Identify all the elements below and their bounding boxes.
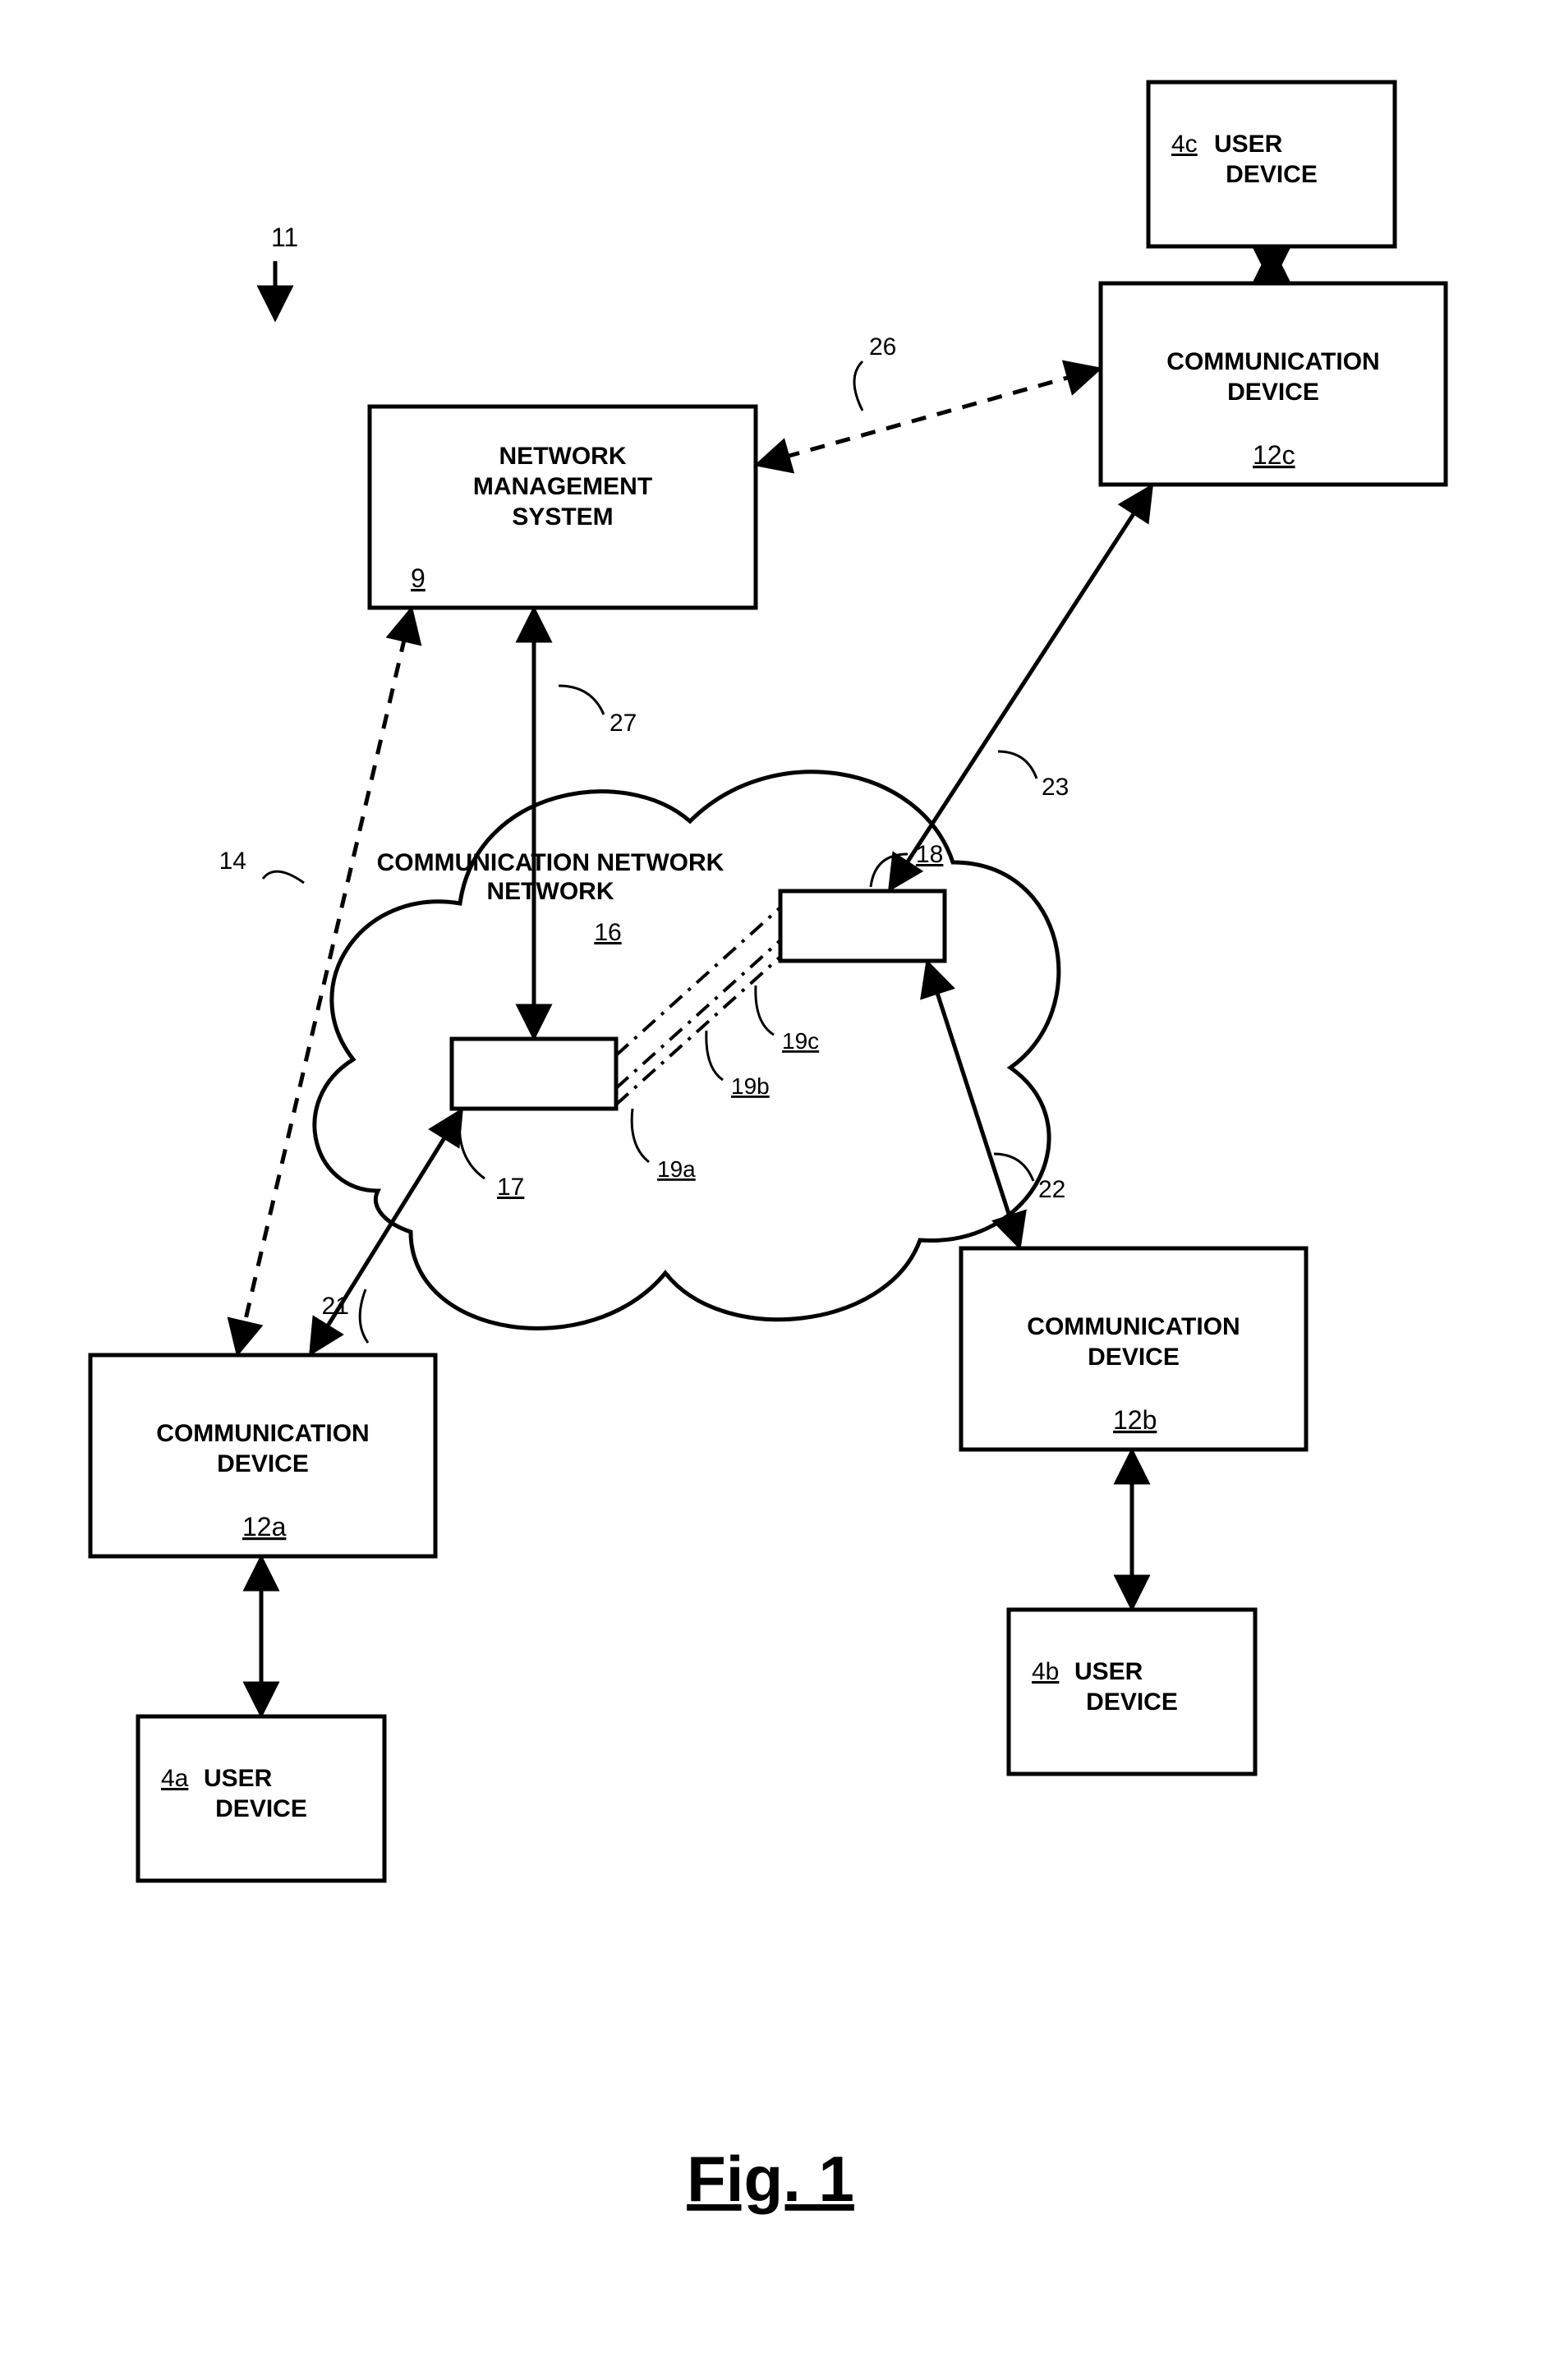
svg-text:USER: USER xyxy=(1214,131,1283,158)
nms-label-3: SYSTEM xyxy=(512,503,613,531)
communication-device-c: COMMUNICATION DEVICE 12c xyxy=(1101,283,1446,485)
svg-text:DEVICE: DEVICE xyxy=(1226,161,1318,188)
cloud-ref: 16 xyxy=(594,919,621,946)
leader-14 xyxy=(263,871,304,883)
leader-21 xyxy=(360,1289,368,1343)
switch-18 xyxy=(780,891,945,961)
cloud-label-2: NETWORK xyxy=(487,878,614,905)
svg-text:COMMUNICATION: COMMUNICATION xyxy=(156,1420,369,1447)
user-device-c: USER DEVICE 4c xyxy=(1148,82,1395,246)
communication-device-a: COMMUNICATION DEVICE 12a xyxy=(90,1355,435,1556)
svg-text:COMMUNICATION: COMMUNICATION xyxy=(1166,348,1379,375)
svg-text:DEVICE: DEVICE xyxy=(1086,1689,1178,1716)
edge-26 xyxy=(760,370,1097,464)
system-ref: 11 xyxy=(271,223,298,252)
nms-label-2: MANAGEMENT xyxy=(473,473,652,500)
cd-c-ref: 12c xyxy=(1253,440,1295,470)
ud-b-ref: 4b xyxy=(1032,1658,1059,1685)
ref-23: 23 xyxy=(1042,774,1069,801)
leader-27 xyxy=(559,686,604,714)
ref-19b: 19b xyxy=(731,1073,770,1099)
svg-text:DEVICE: DEVICE xyxy=(1088,1344,1180,1371)
network-management-system: NETWORK MANAGEMENT SYSTEM 9 xyxy=(370,407,756,608)
figure-caption: Fig. 1 xyxy=(687,2143,854,2215)
nms-ref: 9 xyxy=(411,563,426,593)
edge-14 xyxy=(238,612,411,1351)
user-device-b: USER DEVICE 4b xyxy=(1009,1610,1255,1774)
leader-23 xyxy=(998,751,1037,779)
cd-a-ref: 12a xyxy=(242,1512,287,1541)
ref-14: 14 xyxy=(219,848,246,875)
svg-text:DEVICE: DEVICE xyxy=(1227,379,1319,406)
svg-text:COMMUNICATION: COMMUNICATION xyxy=(1027,1313,1240,1340)
leader-17 xyxy=(459,1117,485,1179)
nms-label-1: NETWORK xyxy=(499,443,627,470)
user-device-a: USER DEVICE 4a xyxy=(138,1716,384,1881)
ref-19a: 19a xyxy=(657,1156,696,1182)
link-19b xyxy=(616,907,780,1055)
ref-26: 26 xyxy=(869,333,896,361)
leader-19b xyxy=(706,1031,723,1080)
ref-17: 17 xyxy=(497,1174,524,1201)
svg-text:DEVICE: DEVICE xyxy=(217,1450,309,1477)
edge-23 xyxy=(891,489,1150,887)
ud-a-ref: 4a xyxy=(161,1765,189,1792)
cd-b-ref: 12b xyxy=(1113,1405,1157,1435)
leader-19c xyxy=(756,986,774,1035)
ud-c-ref: 4c xyxy=(1171,131,1198,158)
ref-19c: 19c xyxy=(782,1028,819,1054)
cloud-communication-network: COMMUNICATION NETWORK NETWORK 16 xyxy=(315,772,1059,1329)
cloud-label-1: COMMUNICATION NETWORK xyxy=(377,849,724,876)
ref-22: 22 xyxy=(1038,1176,1065,1203)
svg-text:USER: USER xyxy=(1074,1658,1143,1685)
leader-26 xyxy=(854,361,862,411)
ref-27: 27 xyxy=(610,710,637,737)
switch-17 xyxy=(452,1039,616,1109)
ref-21: 21 xyxy=(322,1293,349,1320)
communication-device-b: COMMUNICATION DEVICE 12b xyxy=(961,1248,1306,1450)
leader-22 xyxy=(994,1154,1033,1181)
edge-22 xyxy=(928,965,1019,1244)
svg-text:DEVICE: DEVICE xyxy=(215,1795,307,1822)
link-19a xyxy=(616,940,780,1088)
leader-19a xyxy=(632,1109,649,1162)
svg-text:USER: USER xyxy=(204,1765,273,1792)
